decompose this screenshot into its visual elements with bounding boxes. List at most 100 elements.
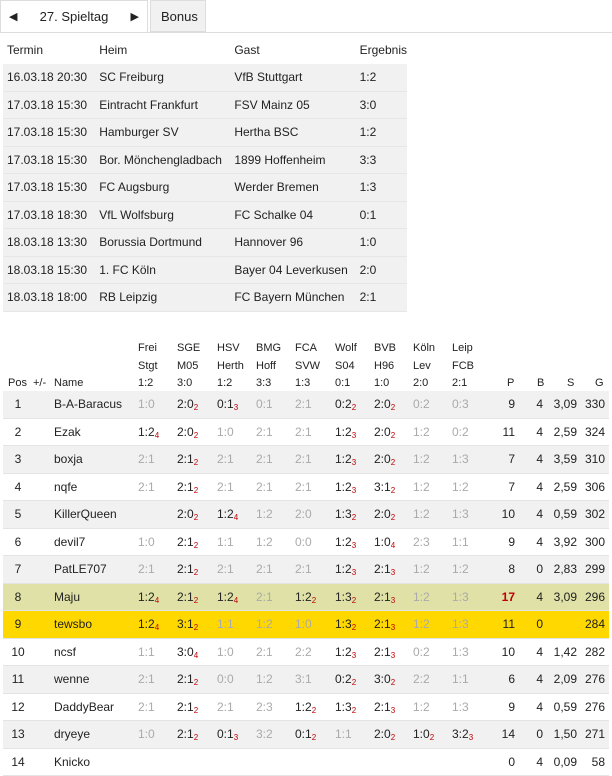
row-pos: 5 — [3, 501, 33, 527]
player-tip: 2:02 — [177, 501, 198, 531]
player-name[interactable]: tewsbo — [54, 611, 92, 637]
player-tip: 3:04 — [177, 639, 198, 669]
tip-score: 0:0 — [295, 535, 312, 549]
player-tip: 1:3 — [452, 584, 469, 610]
tip-score: 1:2 — [335, 535, 352, 549]
tip-score: 2:2 — [295, 645, 312, 659]
fixtures-table: Termin Heim Gast Ergebnis 16.03.18 20:30… — [3, 37, 407, 312]
tip-score: 0:2 — [413, 645, 430, 659]
player-tip: 1:3 — [452, 694, 469, 720]
tip-score: 2:1 — [256, 590, 273, 604]
row-total: 276 — [579, 666, 605, 692]
player-name[interactable]: PatLE707 — [54, 556, 107, 582]
tip-points: 3 — [352, 431, 356, 440]
player-tip: 1:0 — [138, 529, 155, 555]
tip-score: 2:1 — [217, 480, 234, 494]
row-total: 58 — [579, 749, 605, 775]
tip-score: 1:2 — [413, 617, 430, 631]
tip-score: 1:2 — [413, 425, 430, 439]
tip-score: 0:1 — [295, 727, 312, 741]
player-name[interactable]: nqfe — [54, 474, 77, 500]
row-s: 1,42 — [547, 639, 577, 665]
row-s: 0,59 — [547, 501, 577, 527]
player-name[interactable]: DaddyBear — [54, 694, 114, 720]
player-name[interactable]: Ezak — [54, 419, 81, 445]
player-tip: 0:12 — [295, 721, 316, 751]
game-home-abbr: BMG — [256, 342, 281, 354]
fixture-away: FSV Mainz 05 — [230, 91, 355, 119]
player-tip: 2:13 — [374, 639, 395, 669]
fixture-away: Werder Bremen — [230, 174, 355, 202]
player-tip: 2:12 — [177, 666, 198, 696]
prev-matchday-icon[interactable]: ◀ — [9, 10, 17, 23]
tip-score: 1:3 — [335, 507, 352, 521]
player-tip: 1:2 — [413, 611, 430, 637]
game-home-abbr: BVB — [374, 342, 396, 354]
tip-score: 2:1 — [177, 480, 194, 494]
row-s: 0,59 — [547, 694, 577, 720]
fixture-date: 17.03.18 18:30 — [3, 201, 95, 229]
player-name[interactable]: B-A-Baracus — [54, 391, 122, 417]
player-tip: 2:1 — [295, 391, 312, 417]
tip-score: 2:1 — [256, 562, 273, 576]
player-tip: 1:2 — [413, 556, 430, 582]
tip-score: 1:3 — [335, 617, 352, 631]
tip-points: 3 — [352, 458, 356, 467]
player-tip: 1:23 — [335, 446, 356, 476]
matchday-tab[interactable]: ◀ 27. Spieltag ▶ — [0, 0, 148, 32]
row-points: 9 — [489, 391, 515, 417]
player-tip: 1:1 — [138, 639, 155, 665]
matchday-tabs: ◀ 27. Spieltag ▶ Bonus — [0, 0, 206, 33]
tip-score: 1:2 — [413, 452, 430, 466]
player-name[interactable]: dryeye — [54, 721, 90, 747]
row-total: 271 — [579, 721, 605, 747]
row-points: 17 — [489, 584, 515, 610]
player-tip: 1:2 — [413, 446, 430, 472]
tip-points: 2 — [352, 596, 356, 605]
row-bonus: 4 — [533, 639, 543, 665]
player-name[interactable]: boxja — [54, 446, 83, 472]
player-tip: 1:3 — [452, 611, 469, 637]
player-tip: 3:12 — [374, 474, 395, 504]
player-tip: 1:23 — [335, 639, 356, 669]
row-bonus: 4 — [533, 584, 543, 610]
tip-score: 2:0 — [177, 397, 194, 411]
row-points: 10 — [489, 501, 515, 527]
row-total: 276 — [579, 694, 605, 720]
row-s: 3,59 — [547, 446, 577, 472]
tip-points: 2 — [194, 706, 198, 715]
player-tip: 2:0 — [295, 501, 312, 527]
player-name[interactable]: devil7 — [54, 529, 85, 555]
player-name[interactable]: Maju — [54, 584, 80, 610]
game-result: 1:0 — [374, 377, 389, 389]
game-result: 1:2 — [138, 377, 153, 389]
next-matchday-icon[interactable]: ▶ — [131, 10, 139, 23]
player-name[interactable]: ncsf — [54, 639, 76, 665]
player-tip: 1:22 — [295, 584, 316, 614]
game-result: 3:3 — [256, 377, 271, 389]
player-tip: 1:1 — [217, 529, 234, 555]
tab-bonus[interactable]: Bonus — [150, 0, 206, 32]
fixture-home: RB Leipzig — [95, 284, 230, 312]
tip-score: 1:1 — [217, 617, 234, 631]
player-name[interactable]: KillerQueen — [54, 501, 117, 527]
tip-score: 2:1 — [138, 672, 155, 686]
player-tip: 1:24 — [138, 419, 159, 449]
tip-score: 1:1 — [452, 672, 469, 686]
tip-points: 2 — [312, 733, 316, 742]
tip-points: 3 — [352, 568, 356, 577]
tip-points: 2 — [194, 568, 198, 577]
player-name[interactable]: Knicko — [54, 749, 90, 775]
player-tip: 0:0 — [295, 529, 312, 555]
player-tip: 2:1 — [256, 446, 273, 472]
player-name[interactable]: wenne — [54, 666, 89, 692]
row-pos: 1 — [3, 391, 33, 417]
tip-score: 2:3 — [256, 700, 273, 714]
player-tip: 3:2 — [256, 721, 273, 747]
tip-points: 3 — [234, 733, 238, 742]
tip-score: 1:0 — [138, 727, 155, 741]
tip-score: 2:1 — [374, 645, 391, 659]
